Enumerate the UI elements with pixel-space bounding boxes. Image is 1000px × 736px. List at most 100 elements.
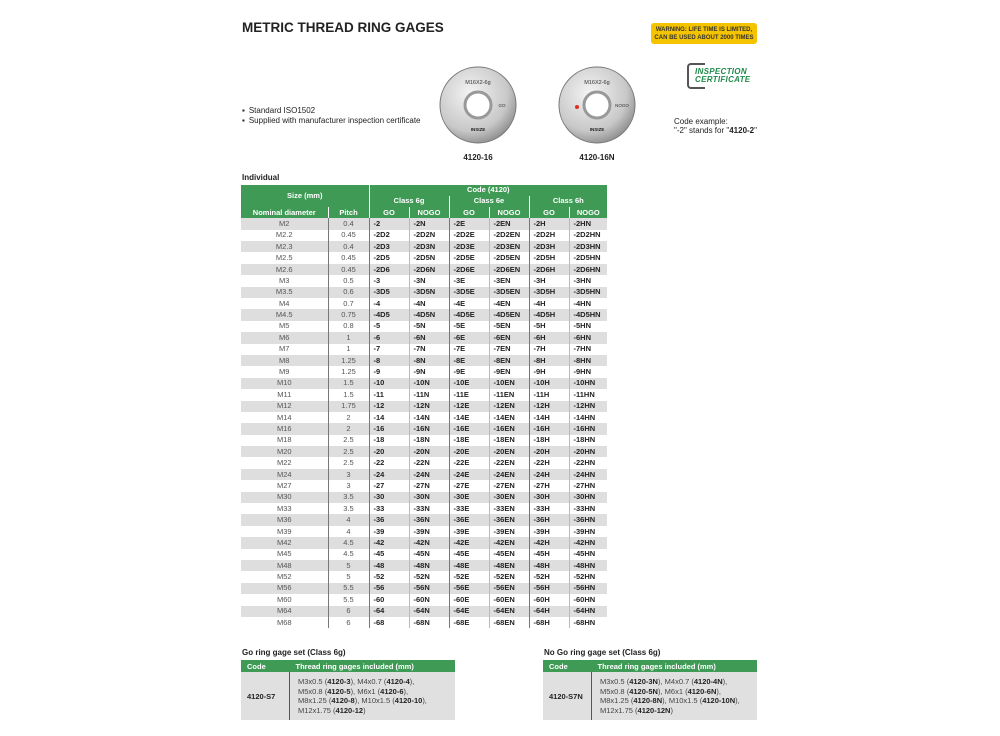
gage-size: M3x0.5 [298, 677, 323, 686]
nogo-6h-cell: -3HN [568, 275, 608, 287]
go-6h-cell: -36H [528, 514, 569, 526]
pitch-cell: 0.45 [327, 252, 369, 264]
set-line: M8x1.25 (4120-8N), M10x1.5 (4120-10N), [600, 696, 740, 705]
pitch-cell: 4 [327, 525, 369, 538]
pitch-cell: 3 [327, 480, 369, 492]
nogo-6h-cell: -3D5HN [568, 286, 608, 299]
nogo-6g-cell: -30N [408, 491, 449, 504]
code-example-text: " [754, 126, 757, 135]
go-6g-cell: -45 [368, 548, 409, 560]
table-row: M64 6 -64 -64N -64E -64EN -64H -64HN [241, 605, 608, 617]
pitch-cell: 0.8 [327, 320, 369, 333]
go-6h-cell: -5H [528, 320, 569, 333]
ring-label-nogo: 4120-16N [579, 153, 615, 162]
nogo-6h-cell: -30HN [568, 491, 608, 504]
nogo-6e-cell: -64EN [488, 605, 529, 617]
nogo-set-heading: No Go ring gage set (Class 6g) [544, 648, 661, 657]
go-6g-cell: -56 [368, 582, 409, 595]
nogo-6g-cell: -9N [408, 366, 449, 378]
go-6h-cell: -4H [528, 298, 569, 310]
go-6h-cell: -64H [528, 605, 569, 617]
go-6h-cell: -2D6H [528, 263, 569, 276]
nogo-6g-cell: -48N [408, 560, 449, 572]
pitch-cell: 0.4 [327, 241, 369, 253]
set-contents: M3x0.5 (4120-3N), M4x0.7 (4120-4N), M5x0… [591, 672, 757, 720]
nogo-6e-cell: -27EN [488, 480, 529, 492]
go-set-heading: Go ring gage set (Class 6g) [242, 648, 346, 657]
nogo-6e-cell: -3EN [488, 275, 529, 287]
go-6g-cell: -16 [368, 423, 409, 435]
table-row: M18 2.5 -18 -18N -18E -18EN -18H -18HN [241, 434, 608, 447]
table-row: M39 4 -39 -39N -39E -39EN -39H -39HN [241, 525, 608, 538]
nominal-cell: M8 [279, 355, 290, 365]
go-6g-cell: -27 [368, 480, 409, 492]
go-6e-cell: -7E [448, 343, 489, 355]
nogo-6e-cell: -16EN [488, 423, 529, 435]
pitch-cell: 2.5 [327, 446, 369, 458]
go-6e-cell: -6E [448, 332, 489, 344]
nogo-6h-cell: -20HN [568, 446, 608, 458]
nogo-6e-cell: -11EN [488, 389, 529, 401]
go-6h-cell: -8H [528, 354, 569, 367]
go-6h-cell: -33H [528, 503, 569, 515]
nogo-6e-cell: -52EN [488, 571, 529, 583]
warning-line: WARNING: LIFE TIME IS LIMITED, [655, 27, 753, 33]
go-6h-cell: -12H [528, 400, 569, 412]
nogo-6h-cell: -2D5HN [568, 252, 608, 264]
nogo-6g-cell: -24N [408, 468, 449, 481]
nominal-cell: M4.5 [275, 310, 293, 320]
nogo-6h-cell: -24HN [568, 468, 608, 481]
col-list: Thread ring gages included (mm) [591, 660, 757, 672]
nogo-6g-cell: -10N [408, 377, 449, 390]
pitch-cell: 6 [327, 605, 369, 617]
nogo-6g-cell: -68N [408, 616, 449, 629]
set-code: 4120-S7 [241, 672, 290, 720]
pitch-cell: 1 [327, 343, 369, 355]
certificate-text: INSPECTION [695, 67, 747, 76]
table-row: M20 2.5 -20 -20N -20E -20EN -20H -20HN [241, 446, 608, 458]
go-6h-cell: -18H [528, 434, 569, 447]
go-6e-cell: -20E [448, 446, 489, 458]
set-line: M5x0.8 (4120-5N), M6x1 (4120-6N), [600, 686, 721, 696]
svg-text:NOGO: NOGO [615, 103, 629, 108]
header-nogo: NOGO [568, 206, 608, 219]
nogo-6g-cell: -14N [408, 411, 449, 424]
table-row: M6 1 -6 -6N -6E -6EN -6H -6HN [241, 332, 608, 344]
go-6g-cell: -2D6 [368, 263, 409, 276]
go-6e-cell: -11E [448, 389, 489, 401]
nominal-cell: M20 [276, 446, 292, 456]
go-6e-cell: -30E [448, 491, 489, 504]
go-6e-cell: -16E [448, 423, 489, 435]
nominal-cell: M30 [276, 492, 292, 502]
go-6g-cell: -4 [368, 298, 409, 310]
go-6g-cell: -11 [368, 389, 409, 401]
nogo-6h-cell: -12HN [568, 400, 608, 412]
nogo-6g-cell: -3D5N [408, 286, 449, 299]
go-6g-cell: -20 [368, 446, 409, 458]
go-6e-cell: -45E [448, 548, 489, 560]
nogo-6h-cell: -48HN [568, 560, 608, 572]
go-6h-cell: -9H [528, 366, 569, 378]
table-row: M52 5 -52 -52N -52E -52EN -52H -52HN [241, 571, 608, 583]
nominal-cell: M4 [279, 298, 290, 308]
header-pitch: Pitch [327, 206, 369, 219]
go-6h-cell: -68H [528, 616, 569, 629]
nogo-6e-cell: -4EN [488, 298, 529, 310]
gage-code: 4120-3 [327, 677, 351, 686]
nogo-6e-cell: -2D3EN [488, 241, 529, 253]
go-6e-cell: -9E [448, 366, 489, 378]
header-code: Code (4120) [368, 185, 608, 196]
nogo-6h-cell: -11HN [568, 389, 608, 401]
nogo-6e-cell: -5EN [488, 320, 529, 333]
header-nominal: Nominal diameter [241, 206, 328, 219]
nogo-6e-cell: -68EN [488, 616, 529, 629]
nogo-6g-cell: -7N [408, 343, 449, 355]
go-6e-cell: -10E [448, 377, 489, 390]
go-6g-cell: -2D2 [368, 229, 409, 242]
pitch-cell: 0.7 [327, 298, 369, 310]
nogo-6h-cell: -22HN [568, 457, 608, 469]
go-6g-cell: -33 [368, 503, 409, 515]
nogo-6g-cell: -22N [408, 457, 449, 469]
nogo-6h-cell: -45HN [568, 548, 608, 560]
